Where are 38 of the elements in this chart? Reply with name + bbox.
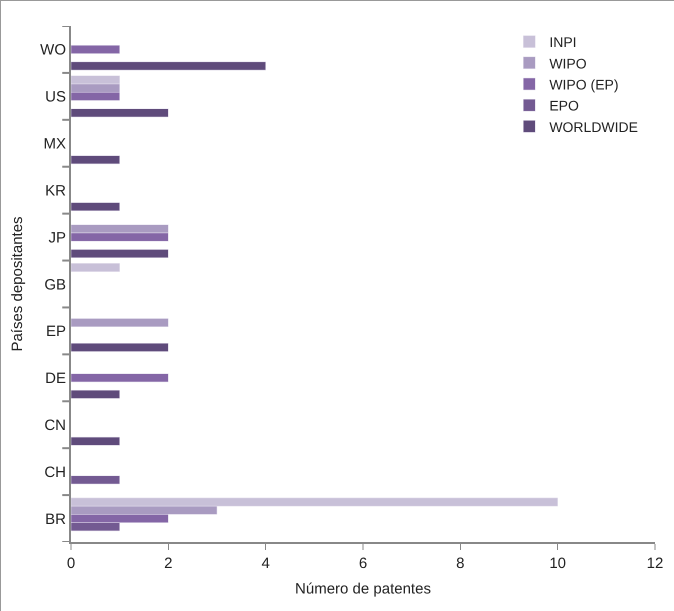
bar	[71, 108, 169, 118]
bar	[71, 318, 169, 328]
bar	[71, 62, 266, 70]
bar	[71, 373, 169, 382]
y-tick-label: CN	[44, 416, 66, 434]
x-tick-label: 12	[646, 555, 664, 572]
bar	[71, 155, 120, 164]
y-tick-label: CH	[44, 464, 66, 481]
bar	[71, 202, 120, 212]
legend-label: EPO	[549, 98, 579, 114]
x-tick-label: 6	[358, 555, 368, 572]
x-tick-label: 8	[456, 555, 464, 572]
y-axis-title: Países depositantes	[8, 216, 26, 352]
bar	[71, 436, 120, 446]
y-tick-label: DE	[45, 370, 66, 388]
legend-label: WORLDWIDE	[549, 118, 638, 135]
x-axis-title: Número de patentes	[295, 580, 431, 598]
legend-label: WIPO	[549, 55, 587, 72]
x-tick-label: 2	[164, 555, 172, 572]
bar	[71, 390, 120, 399]
bar	[71, 249, 169, 258]
y-tick-label: GB	[44, 276, 66, 294]
bar	[71, 263, 120, 272]
x-tick-label: 10	[549, 555, 566, 572]
legend-label: WIPO (EP)	[549, 76, 619, 92]
legend-label: INPI	[549, 34, 577, 50]
bar	[71, 343, 169, 352]
y-tick-label: KR	[45, 182, 66, 200]
x-tick-label: 0	[66, 555, 76, 572]
y-tick-label: EP	[46, 323, 66, 340]
bar	[71, 476, 120, 484]
y-tick-label: BR	[45, 510, 66, 528]
y-tick-label: MX	[44, 136, 66, 153]
y-tick-label: US	[45, 88, 66, 106]
bar	[71, 45, 120, 54]
y-tick-label: JP	[48, 229, 66, 246]
y-tick-label: WO	[40, 42, 66, 59]
x-tick-label: 4	[262, 555, 270, 572]
